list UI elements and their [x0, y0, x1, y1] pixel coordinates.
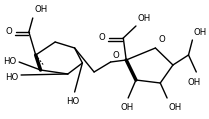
Text: O: O — [98, 34, 105, 42]
Text: O: O — [158, 35, 165, 44]
Text: O: O — [113, 51, 119, 60]
Text: OH: OH — [193, 28, 207, 37]
Text: OH: OH — [138, 14, 151, 23]
Text: HO: HO — [3, 57, 16, 67]
Text: HO: HO — [66, 97, 79, 106]
Text: O: O — [6, 27, 12, 37]
Text: OH: OH — [35, 5, 48, 14]
Text: HO: HO — [5, 72, 18, 82]
Text: OH: OH — [168, 103, 181, 112]
Text: OH: OH — [188, 78, 201, 87]
Text: OH: OH — [121, 103, 134, 112]
